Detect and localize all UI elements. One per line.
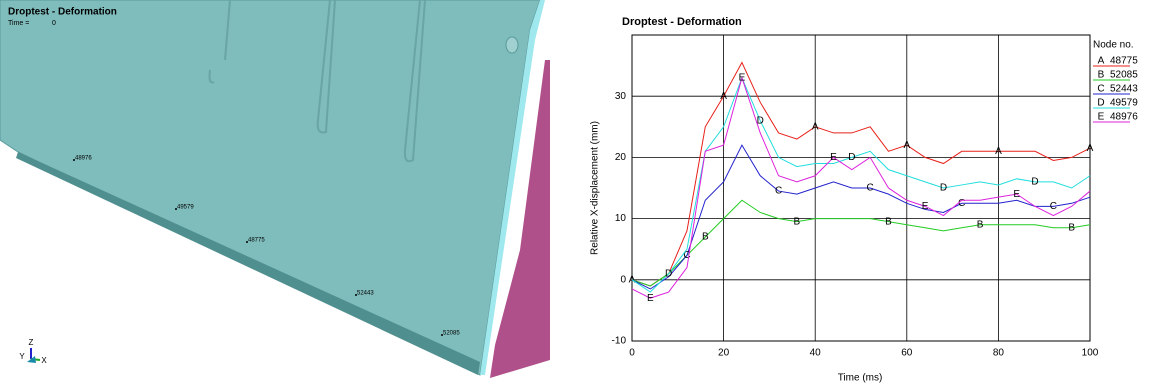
- y-tick-label: 0: [620, 274, 626, 285]
- x-tick-label: 0: [629, 348, 635, 359]
- x-tick-label: 40: [810, 348, 822, 359]
- series-marker-label: D: [848, 152, 855, 163]
- node-label: 48775: [248, 238, 265, 244]
- legend-marker: E: [1098, 112, 1105, 123]
- time-label: Time =: [8, 20, 29, 27]
- x-tick-label: 60: [901, 348, 913, 359]
- series-marker-label: B: [885, 216, 892, 227]
- series-line: [632, 78, 1090, 292]
- series-marker-label: E: [922, 201, 929, 212]
- y-tick-label: 20: [615, 152, 627, 163]
- series-marker-label: A: [903, 140, 910, 151]
- node-label: 52085: [443, 331, 460, 337]
- node-label: 52443: [357, 291, 374, 297]
- series-marker-label: B: [977, 219, 984, 230]
- x-tick-label: 80: [993, 348, 1005, 359]
- series-marker-label: C: [775, 186, 782, 197]
- x-tick-label: 20: [718, 348, 730, 359]
- series-marker-label: A: [995, 146, 1002, 157]
- series-marker-label: E: [739, 72, 746, 83]
- series-marker-label: E: [1013, 189, 1020, 200]
- series-marker-label: E: [647, 293, 654, 304]
- series-marker-label: E: [830, 152, 837, 163]
- viewport-title: Droptest - Deformation: [8, 7, 117, 18]
- series-marker-label: A: [812, 121, 819, 132]
- series-marker-label: A: [1087, 143, 1094, 154]
- axis-x: X: [41, 356, 47, 365]
- series-marker-label: C: [958, 198, 965, 209]
- legend-marker: B: [1098, 70, 1105, 81]
- legend-marker: A: [1098, 56, 1105, 67]
- y-tick-label: 10: [615, 213, 627, 224]
- legend-label: 49579: [1110, 98, 1138, 109]
- legend-label: 52085: [1110, 70, 1138, 81]
- axis-y: Y: [19, 352, 25, 361]
- y-tick-label: 30: [615, 91, 627, 102]
- series-marker-label: B: [794, 216, 801, 227]
- screen: Droptest - Deformation Time = 0 48976 495…: [0, 0, 1151, 385]
- legend-label: 48775: [1110, 56, 1138, 67]
- x-tick-label: 100: [1082, 348, 1099, 359]
- legend-title: Node no.: [1093, 40, 1134, 51]
- time-value: 0: [52, 20, 56, 27]
- series-marker-label: B: [1068, 222, 1075, 233]
- y-axis-label: Relative X-displacement (mm): [590, 121, 601, 255]
- page: {"viewport": {"title": "Droptest - Defor…: [0, 0, 1151, 385]
- legend-marker: D: [1097, 98, 1104, 109]
- legend-marker: C: [1097, 84, 1104, 95]
- series-marker-label: C: [1050, 201, 1057, 212]
- node-label: 48976: [75, 156, 92, 162]
- series-marker-label: D: [940, 183, 947, 194]
- axis-z: Z: [29, 338, 34, 347]
- x-axis-label: Time (ms): [838, 373, 883, 384]
- axis-triad: Z Y X: [19, 338, 47, 365]
- series-marker-label: D: [1031, 177, 1038, 188]
- series-marker-label: A: [720, 91, 727, 102]
- legend-label: 48976: [1110, 112, 1138, 123]
- y-tick-label: -10: [612, 336, 627, 347]
- series-marker-label: D: [665, 268, 672, 279]
- hole: [506, 37, 518, 53]
- node-label: 49579: [177, 205, 194, 211]
- series-line: [632, 145, 1090, 289]
- chart-title: Droptest - Deformation: [622, 16, 742, 28]
- legend-label: 52443: [1110, 84, 1138, 95]
- series-marker-label: C: [867, 183, 874, 194]
- series-marker-label: B: [702, 232, 709, 243]
